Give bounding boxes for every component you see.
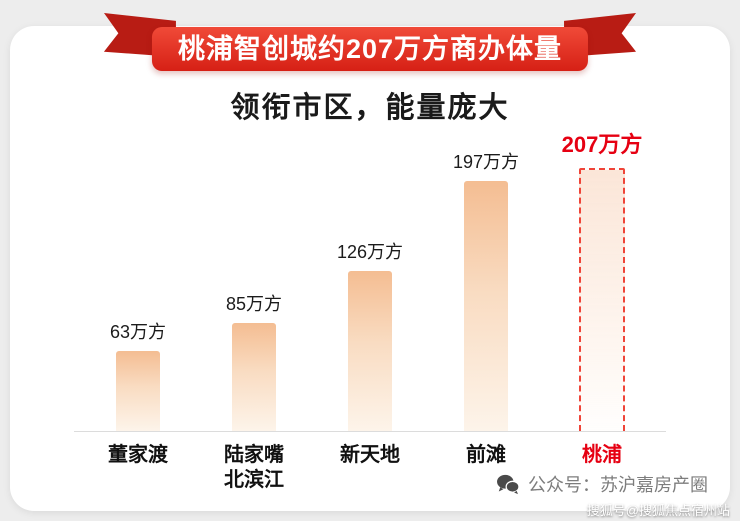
bar	[464, 181, 508, 431]
banner-title: 桃浦智创城约207万方商办体量	[151, 27, 589, 71]
bar-value-label: 85万方	[225, 294, 283, 314]
bar-column: 207万方	[544, 127, 660, 431]
bar-category-label: 桃浦	[582, 444, 622, 466]
chart-subtitle: 领衔市区，能量庞大	[230, 92, 510, 124]
bar-chart: 63万方 85万方 126万方 197万方 207万方 董家渡 陆家嘴 北滨江 新天地 前滩 桃…	[10, 132, 730, 498]
bar-category-label: 新天地	[340, 444, 400, 466]
bar-value-label: 63万方	[109, 322, 167, 342]
bar-category-label: 前滩	[466, 444, 506, 466]
bar	[116, 351, 160, 431]
bar-column: 63万方	[80, 318, 196, 431]
banner-ribbon: 桃浦智创城约207万方商办体量	[103, 13, 637, 71]
bar-value-label: 207万方	[561, 132, 643, 157]
footer-account: 公众号：苏沪嘉房产圈	[496, 471, 708, 497]
bars-row: 63万方 85万方 126万方 197万方 207万方	[10, 132, 730, 431]
labels-row: 董家渡 陆家嘴 北滨江 新天地 前滩 桃浦	[10, 431, 730, 493]
bar-category-label: 陆家嘴 北滨江	[224, 444, 284, 491]
footer-account-label: 公众号：苏沪嘉房产圈	[528, 475, 708, 495]
bar-column: 197万方	[428, 148, 544, 431]
bar	[348, 271, 392, 431]
bar-category-label: 董家渡	[108, 444, 168, 466]
bar-column: 85万方	[196, 290, 312, 431]
bar-column: 126万方	[312, 238, 428, 431]
content-card: 桃浦智创城约207万方商办体量 领衔市区，能量庞大 63万方 85万方 126万方 1…	[10, 13, 730, 511]
bar	[232, 323, 276, 431]
bar-value-label: 126万方	[336, 242, 404, 262]
wechat-icon	[496, 474, 520, 495]
watermark-text: 搜狐号@搜狐焦点宿州站	[586, 503, 730, 518]
chart-baseline	[74, 431, 666, 432]
bar-value-label: 197万方	[452, 152, 520, 172]
bar-highlight	[579, 168, 625, 431]
